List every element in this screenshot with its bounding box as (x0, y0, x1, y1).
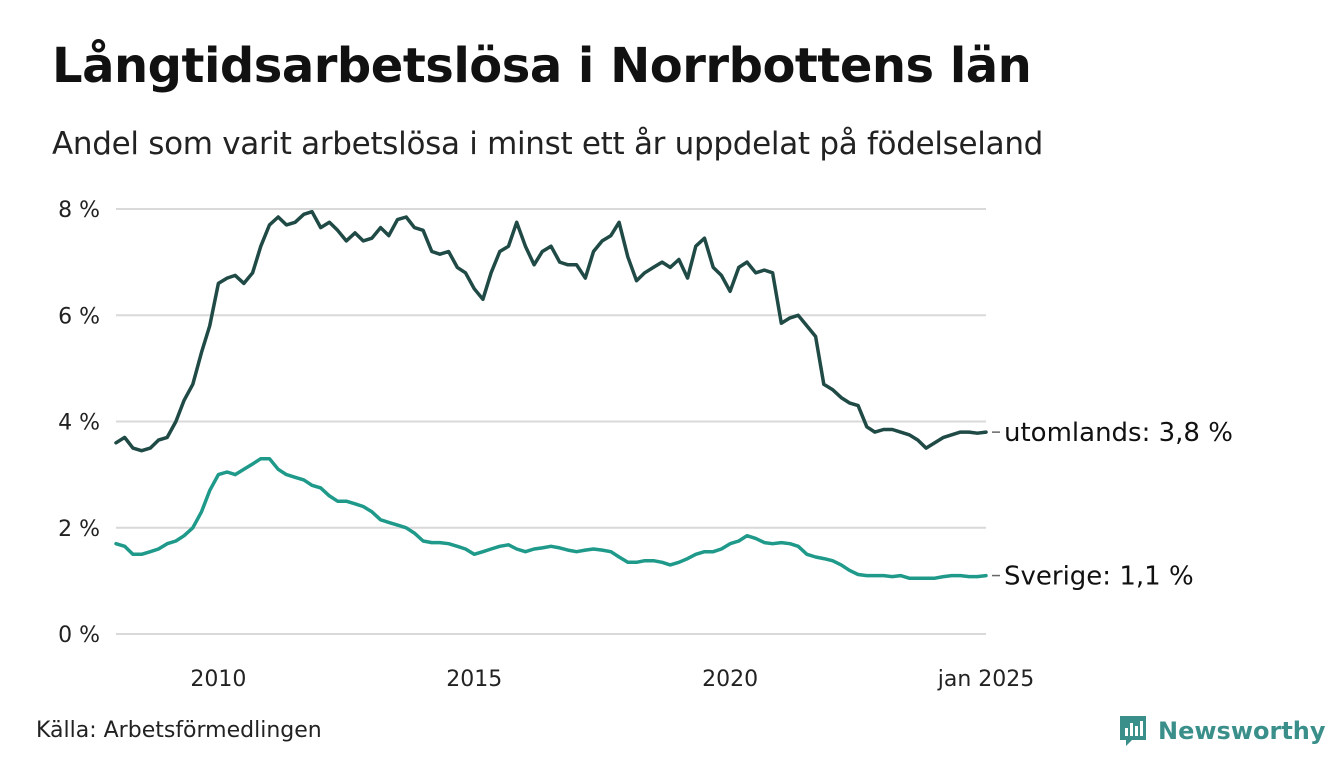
brand-name: Newsworthy (1158, 717, 1326, 745)
end-label-utomlands: utomlands: 3,8 % (1004, 418, 1233, 448)
y-tick-label: 2 % (58, 517, 100, 542)
series-line-sverige (114, 456, 988, 580)
x-axis: 2010 2015 2020 jan 2025 (190, 667, 1034, 692)
newsworthy-logo-icon (1120, 716, 1146, 746)
brand-logo[interactable]: Newsworthy (1118, 714, 1326, 748)
chart-title: Långtidsarbetslösa i Norrbottens län (52, 38, 1032, 94)
series-line-utomlands (114, 209, 988, 453)
x-tick-label: jan 2025 (937, 667, 1035, 692)
x-tick-label: 2010 (190, 667, 246, 692)
x-tick-label: 2015 (446, 667, 502, 692)
source-note: Källa: Arbetsförmedlingen (36, 718, 322, 743)
y-tick-label: 8 % (58, 198, 100, 223)
y-tick-label: 4 % (58, 411, 100, 436)
end-label-sverige: Sverige: 1,1 % (1004, 562, 1194, 592)
x-tick-label: 2020 (702, 667, 758, 692)
grid-lines (116, 208, 986, 635)
y-tick-label: 6 % (58, 304, 100, 329)
y-axis: 0 % 2 % 4 % 6 % 8 % (58, 198, 100, 648)
y-tick-label: 0 % (58, 623, 100, 648)
series-lines (114, 209, 988, 580)
end-labels: utomlands: 3,8 % Sverige: 1,1 % (992, 418, 1233, 592)
chart-subtitle: Andel som varit arbetslösa i minst ett å… (52, 126, 1044, 162)
